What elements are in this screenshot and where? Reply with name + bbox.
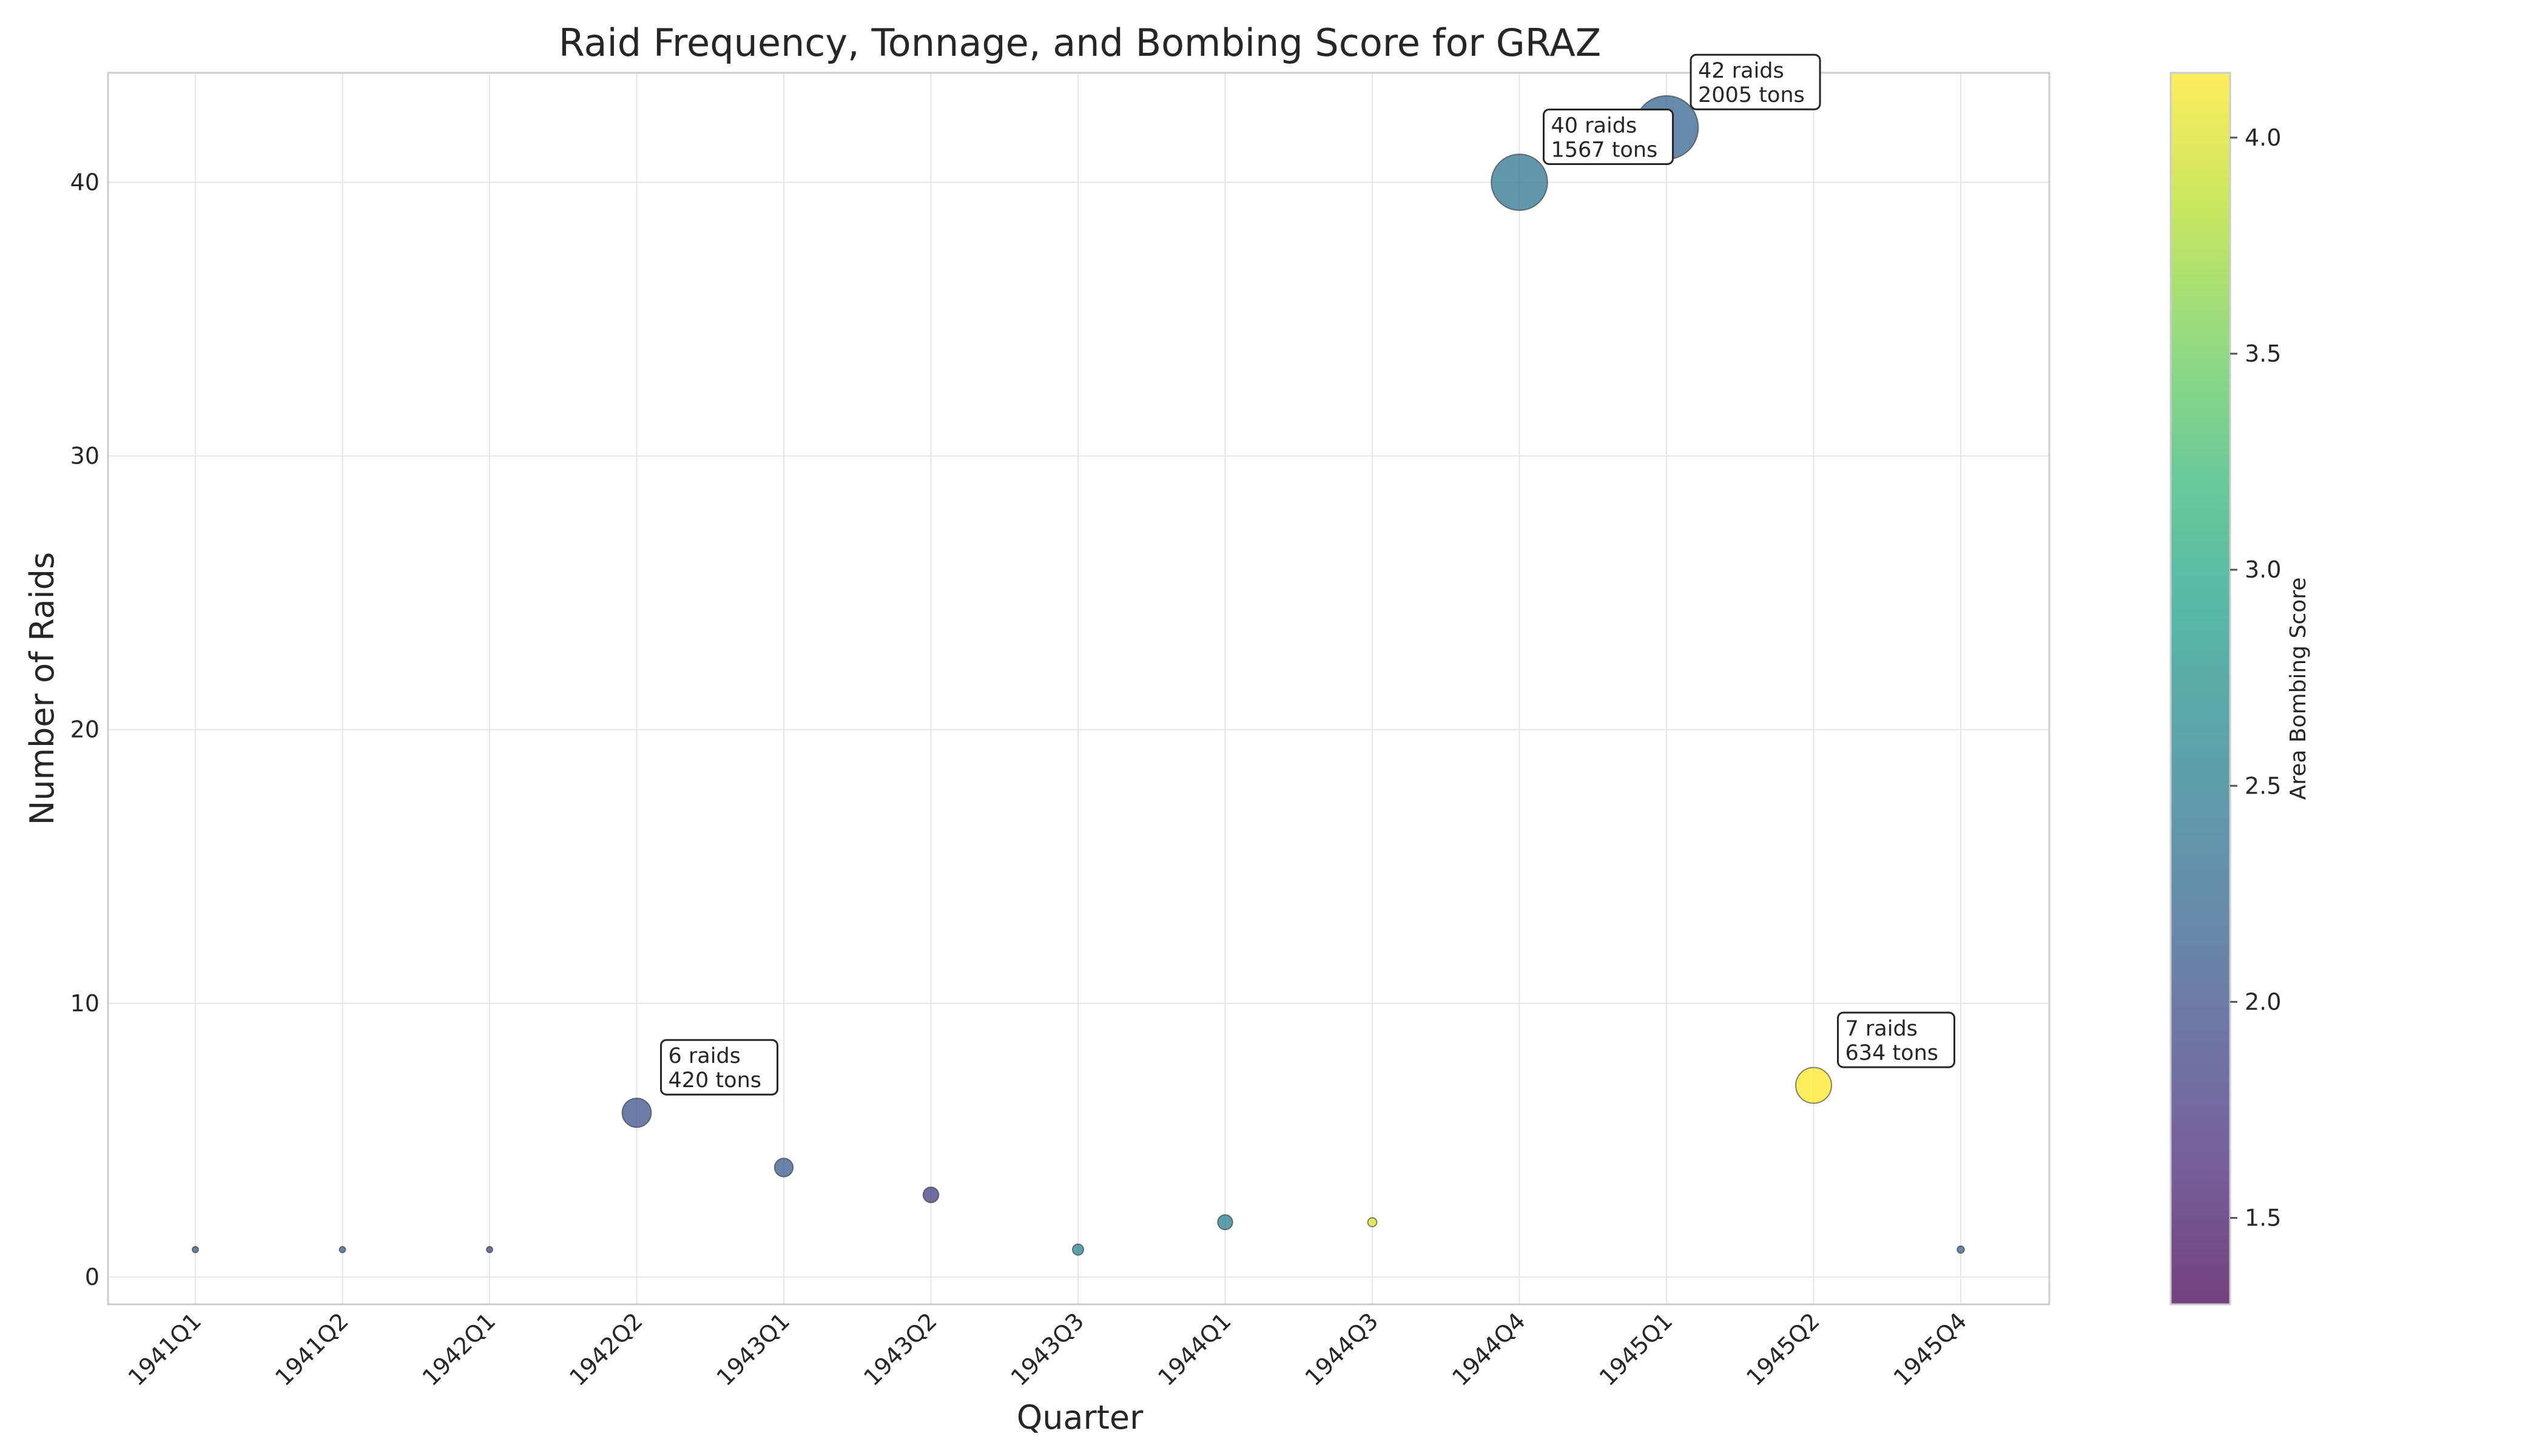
x-tick-label: 1941Q2 bbox=[270, 1307, 354, 1391]
x-tick-label: 1944Q4 bbox=[1447, 1307, 1531, 1391]
data-point bbox=[1071, 1243, 1085, 1256]
annotation-box bbox=[1690, 53, 1821, 110]
x-tick-label: 1942Q1 bbox=[417, 1307, 501, 1391]
chart-title: Raid Frequency, Tonnage, and Bombing Sco… bbox=[559, 21, 1601, 65]
y-tick-label: 0 bbox=[85, 1264, 99, 1290]
data-point bbox=[486, 1245, 493, 1253]
x-tick-label: 1943Q1 bbox=[712, 1307, 795, 1391]
data-point bbox=[1367, 1217, 1378, 1228]
x-tick-label: 1944Q3 bbox=[1300, 1307, 1384, 1391]
y-tick-label: 10 bbox=[70, 990, 99, 1017]
x-tick-label: 1945Q2 bbox=[1741, 1307, 1825, 1391]
grid-lines bbox=[108, 73, 2049, 1304]
annotation-tons: 634 tons bbox=[1845, 1041, 1938, 1065]
data-point bbox=[621, 1097, 652, 1128]
annotation-box bbox=[1837, 1011, 1955, 1068]
colorbar-tick-label: 2.0 bbox=[2245, 988, 2281, 1015]
colorbar bbox=[2169, 72, 2231, 1306]
x-tick-label: 1941Q1 bbox=[123, 1307, 207, 1391]
colorbar-tick-label: 3.0 bbox=[2245, 556, 2281, 583]
colorbar-ticks: 1.5 2.0 2.5 3.0 3.5 4.0 bbox=[2230, 124, 2281, 1232]
data-point bbox=[1217, 1214, 1233, 1230]
colorbar-tick-label: 1.5 bbox=[2245, 1205, 2281, 1232]
annotation-tons: 1567 tons bbox=[1551, 138, 1658, 162]
y-tick-label: 30 bbox=[70, 443, 99, 470]
annotation-raids: 40 raids bbox=[1551, 113, 1637, 138]
colorbar-tick-label: 2.5 bbox=[2245, 772, 2281, 799]
x-axis-label: Quarter bbox=[1017, 1398, 1144, 1437]
annotation-tons: 2005 tons bbox=[1698, 83, 1805, 107]
colorbar-label: Area Bombing Score bbox=[2286, 578, 2311, 800]
x-tick-label: 1943Q3 bbox=[1006, 1307, 1090, 1391]
data-point bbox=[1491, 153, 1548, 211]
x-axis-ticks: 1941Q1 1941Q2 1942Q1 1942Q2 1943Q1 1943Q2 1943… bbox=[123, 1307, 1972, 1391]
data-point bbox=[339, 1245, 346, 1253]
y-axis-ticks: 0 10 20 30 40 bbox=[70, 169, 99, 1290]
x-tick-label: 1943Q2 bbox=[858, 1307, 942, 1391]
x-tick-label: 1945Q4 bbox=[1889, 1307, 1972, 1391]
annotation-box bbox=[660, 1039, 778, 1096]
data-point bbox=[1956, 1245, 1965, 1254]
x-tick-label: 1944Q1 bbox=[1153, 1307, 1236, 1391]
annotation-raids: 42 raids bbox=[1698, 59, 1784, 83]
annotation-raids: 7 raids bbox=[1845, 1017, 1918, 1041]
data-point bbox=[192, 1245, 199, 1253]
y-tick-label: 40 bbox=[70, 169, 99, 195]
y-axis-label: Number of Raids bbox=[23, 552, 61, 825]
x-tick-label: 1945Q1 bbox=[1594, 1307, 1678, 1391]
annotation-tons: 420 tons bbox=[669, 1068, 761, 1093]
colorbar-tick-label: 4.0 bbox=[2245, 124, 2281, 151]
annotation-raids: 6 raids bbox=[669, 1044, 741, 1068]
data-point bbox=[922, 1186, 940, 1204]
y-tick-label: 20 bbox=[70, 716, 99, 743]
x-tick-label: 1942Q2 bbox=[564, 1307, 648, 1391]
data-point bbox=[774, 1158, 794, 1178]
annotation-box bbox=[1543, 108, 1674, 165]
colorbar-tick-label: 3.5 bbox=[2245, 340, 2281, 367]
data-point bbox=[1795, 1067, 1832, 1104]
plot-area-frame bbox=[107, 72, 2051, 1306]
